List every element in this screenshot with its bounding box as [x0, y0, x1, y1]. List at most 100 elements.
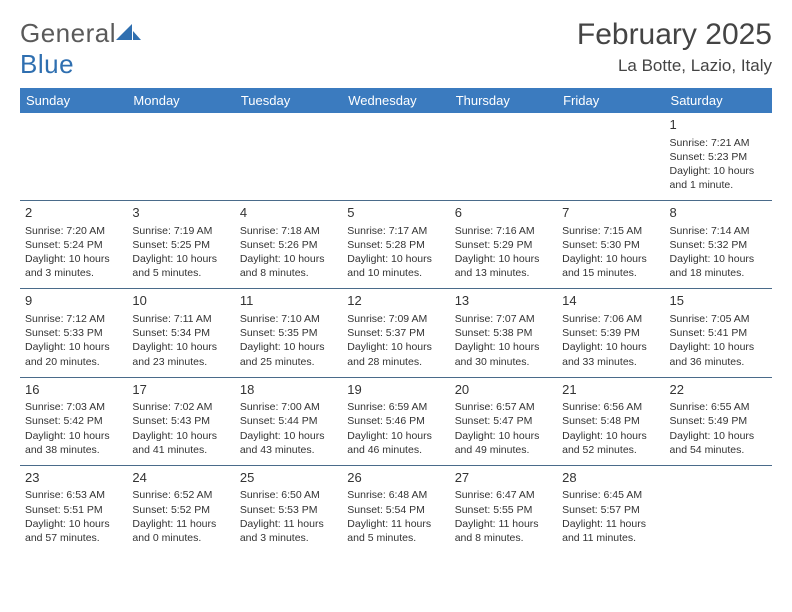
day-number: 1	[670, 116, 767, 134]
calendar-cell: 18Sunrise: 7:00 AMSunset: 5:44 PMDayligh…	[235, 377, 342, 465]
day-header: Sunday	[20, 88, 127, 113]
calendar-table: Sunday Monday Tuesday Wednesday Thursday…	[20, 88, 772, 553]
calendar-cell: 6Sunrise: 7:16 AMSunset: 5:29 PMDaylight…	[450, 201, 557, 289]
sunrise-text: Sunrise: 6:57 AM	[455, 400, 552, 414]
daylight-text: Daylight: 10 hours and 10 minutes.	[347, 252, 444, 280]
calendar-cell: 3Sunrise: 7:19 AMSunset: 5:25 PMDaylight…	[127, 201, 234, 289]
daylight-text: Daylight: 10 hours and 46 minutes.	[347, 429, 444, 457]
daylight-text: Daylight: 10 hours and 52 minutes.	[562, 429, 659, 457]
sunrise-text: Sunrise: 7:03 AM	[25, 400, 122, 414]
day-header: Thursday	[450, 88, 557, 113]
sunrise-text: Sunrise: 6:53 AM	[25, 488, 122, 502]
sunset-text: Sunset: 5:38 PM	[455, 326, 552, 340]
day-number: 26	[347, 469, 444, 487]
day-number: 25	[240, 469, 337, 487]
sunset-text: Sunset: 5:32 PM	[670, 238, 767, 252]
calendar-cell: 26Sunrise: 6:48 AMSunset: 5:54 PMDayligh…	[342, 465, 449, 553]
sunrise-text: Sunrise: 7:07 AM	[455, 312, 552, 326]
sunrise-text: Sunrise: 6:56 AM	[562, 400, 659, 414]
calendar-cell: 1Sunrise: 7:21 AMSunset: 5:23 PMDaylight…	[665, 113, 772, 201]
sunrise-text: Sunrise: 6:52 AM	[132, 488, 229, 502]
logo-word2: Blue	[20, 49, 74, 79]
calendar-cell: 5Sunrise: 7:17 AMSunset: 5:28 PMDaylight…	[342, 201, 449, 289]
calendar-cell	[127, 113, 234, 201]
sunset-text: Sunset: 5:23 PM	[670, 150, 767, 164]
daylight-text: Daylight: 10 hours and 8 minutes.	[240, 252, 337, 280]
calendar-week-row: 9 Sunrise: 7:12 AMSunset: 5:33 PM Daylight…	[20, 289, 772, 377]
calendar-cell: 7Sunrise: 7:15 AMSunset: 5:30 PMDaylight…	[557, 201, 664, 289]
location: La Botte, Lazio, Italy	[577, 56, 772, 76]
day-number: 27	[455, 469, 552, 487]
daylight-text: Daylight: 10 hours and 54 minutes.	[670, 429, 767, 457]
calendar-cell: 15Sunrise: 7:05 AMSunset: 5:41 PMDayligh…	[665, 289, 772, 377]
day-header: Friday	[557, 88, 664, 113]
calendar-cell	[450, 113, 557, 201]
sunrise-text: Sunrise: 7:15 AM	[562, 224, 659, 238]
sunrise-text: Sunrise: 7:06 AM	[562, 312, 659, 326]
day-number: 11	[240, 292, 337, 310]
sunset-text: Sunset: 5:54 PM	[347, 503, 444, 517]
sunset-text: Sunset: 5:25 PM	[132, 238, 229, 252]
day-number: 2	[25, 204, 122, 222]
day-number: 17	[132, 381, 229, 399]
daylight-text: Daylight: 10 hours and 3 minutes.	[25, 252, 122, 280]
daylight-text: Daylight: 11 hours and 8 minutes.	[455, 517, 552, 545]
day-header: Wednesday	[342, 88, 449, 113]
calendar-cell: 24Sunrise: 6:52 AMSunset: 5:52 PMDayligh…	[127, 465, 234, 553]
calendar-cell: 8Sunrise: 7:14 AMSunset: 5:32 PMDaylight…	[665, 201, 772, 289]
sunset-text: Sunset: 5:37 PM	[347, 326, 444, 340]
daylight-text: Daylight: 10 hours and 25 minutes.	[240, 340, 337, 368]
day-number: 24	[132, 469, 229, 487]
daylight-text: Daylight: 11 hours and 5 minutes.	[347, 517, 444, 545]
daylight-text: Daylight: 10 hours and 43 minutes.	[240, 429, 337, 457]
sunrise-text: Sunrise: 7:20 AM	[25, 224, 122, 238]
calendar-cell: 10Sunrise: 7:11 AMSunset: 5:34 PMDayligh…	[127, 289, 234, 377]
sunrise-text: Sunrise: 7:05 AM	[670, 312, 767, 326]
daylight-text: Daylight: 10 hours and 41 minutes.	[132, 429, 229, 457]
sunrise-text: Sunrise: 6:47 AM	[455, 488, 552, 502]
day-number: 22	[670, 381, 767, 399]
sunset-text: Sunset: 5:24 PM	[25, 238, 122, 252]
day-header: Tuesday	[235, 88, 342, 113]
sunrise-text: Sunrise: 7:12 AM	[25, 312, 122, 326]
calendar-cell: 17Sunrise: 7:02 AMSunset: 5:43 PMDayligh…	[127, 377, 234, 465]
sunset-text: Sunset: 5:29 PM	[455, 238, 552, 252]
title-block: February 2025 La Botte, Lazio, Italy	[577, 18, 772, 76]
logo-sail-icon	[116, 18, 142, 49]
sunrise-text: Sunrise: 6:48 AM	[347, 488, 444, 502]
day-number: 20	[455, 381, 552, 399]
sunset-text: Sunset: 5:57 PM	[562, 503, 659, 517]
day-number: 16	[25, 381, 122, 399]
sunset-text: Sunset: 5:41 PM	[670, 326, 767, 340]
calendar-head: Sunday Monday Tuesday Wednesday Thursday…	[20, 88, 772, 113]
daylight-text: Daylight: 10 hours and 18 minutes.	[670, 252, 767, 280]
sunset-text: Sunset: 5:30 PM	[562, 238, 659, 252]
calendar-cell: 4Sunrise: 7:18 AMSunset: 5:26 PMDaylight…	[235, 201, 342, 289]
daylight-text: Daylight: 10 hours and 49 minutes.	[455, 429, 552, 457]
calendar-cell: 27Sunrise: 6:47 AMSunset: 5:55 PMDayligh…	[450, 465, 557, 553]
calendar-cell: 14Sunrise: 7:06 AMSunset: 5:39 PMDayligh…	[557, 289, 664, 377]
calendar-week-row: 16Sunrise: 7:03 AMSunset: 5:42 PMDayligh…	[20, 377, 772, 465]
sunrise-text: Sunrise: 7:14 AM	[670, 224, 767, 238]
day-number: 9	[25, 292, 122, 310]
daylight-text: Daylight: 10 hours and 28 minutes.	[347, 340, 444, 368]
sunset-text: Sunset: 5:49 PM	[670, 414, 767, 428]
day-header-row: Sunday Monday Tuesday Wednesday Thursday…	[20, 88, 772, 113]
day-number: 7	[562, 204, 659, 222]
sunrise-text: Sunrise: 7:10 AM	[240, 312, 337, 326]
sunset-text: Sunset: 5:46 PM	[347, 414, 444, 428]
sunset-text: Sunset: 5:35 PM	[240, 326, 337, 340]
calendar-week-row: 1Sunrise: 7:21 AMSunset: 5:23 PMDaylight…	[20, 113, 772, 201]
sunset-text: Sunset: 5:52 PM	[132, 503, 229, 517]
sunset-text: Sunset: 5:34 PM	[132, 326, 229, 340]
sunset-text: Sunset: 5:33 PM	[25, 326, 122, 340]
calendar-cell: 23Sunrise: 6:53 AMSunset: 5:51 PMDayligh…	[20, 465, 127, 553]
daylight-text: Daylight: 10 hours and 38 minutes.	[25, 429, 122, 457]
day-number: 13	[455, 292, 552, 310]
sunrise-text: Sunrise: 7:02 AM	[132, 400, 229, 414]
sunset-text: Sunset: 5:47 PM	[455, 414, 552, 428]
daylight-text: Daylight: 10 hours and 33 minutes.	[562, 340, 659, 368]
day-number: 21	[562, 381, 659, 399]
calendar-cell: 22Sunrise: 6:55 AMSunset: 5:49 PMDayligh…	[665, 377, 772, 465]
sunrise-text: Sunrise: 6:45 AM	[562, 488, 659, 502]
